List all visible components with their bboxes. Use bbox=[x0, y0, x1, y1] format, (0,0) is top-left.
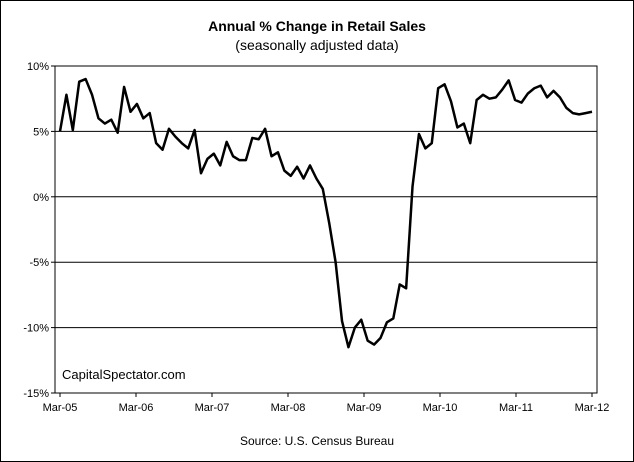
x-tick-label: Mar-12 bbox=[575, 402, 610, 414]
y-tick-label: 10% bbox=[27, 61, 49, 73]
x-tick-label: Mar-07 bbox=[195, 402, 230, 414]
x-tick-label: Mar-11 bbox=[499, 402, 533, 414]
chart-title: Annual % Change in Retail Sales bbox=[208, 18, 426, 34]
x-tick-label: Mar-08 bbox=[271, 402, 306, 414]
y-tick-label: -5% bbox=[29, 257, 49, 269]
x-tick-label: Mar-06 bbox=[119, 402, 154, 414]
y-tick-label: 5% bbox=[33, 126, 49, 138]
y-tick-label: -15% bbox=[23, 388, 49, 400]
x-tick-label: Mar-05 bbox=[43, 402, 78, 414]
y-tick-label: -10% bbox=[23, 323, 49, 335]
chart-source: Source: U.S. Census Bureau bbox=[239, 434, 395, 448]
watermark-text: CapitalSpectator.com bbox=[62, 367, 186, 382]
chart-subtitle: (seasonally adjusted data) bbox=[235, 37, 399, 53]
x-tick-label: Mar-10 bbox=[423, 402, 458, 414]
plot-area bbox=[54, 65, 598, 394]
y-tick-label: 0% bbox=[33, 192, 49, 204]
series-line bbox=[58, 77, 593, 349]
x-tick-label: Mar-09 bbox=[347, 402, 382, 414]
